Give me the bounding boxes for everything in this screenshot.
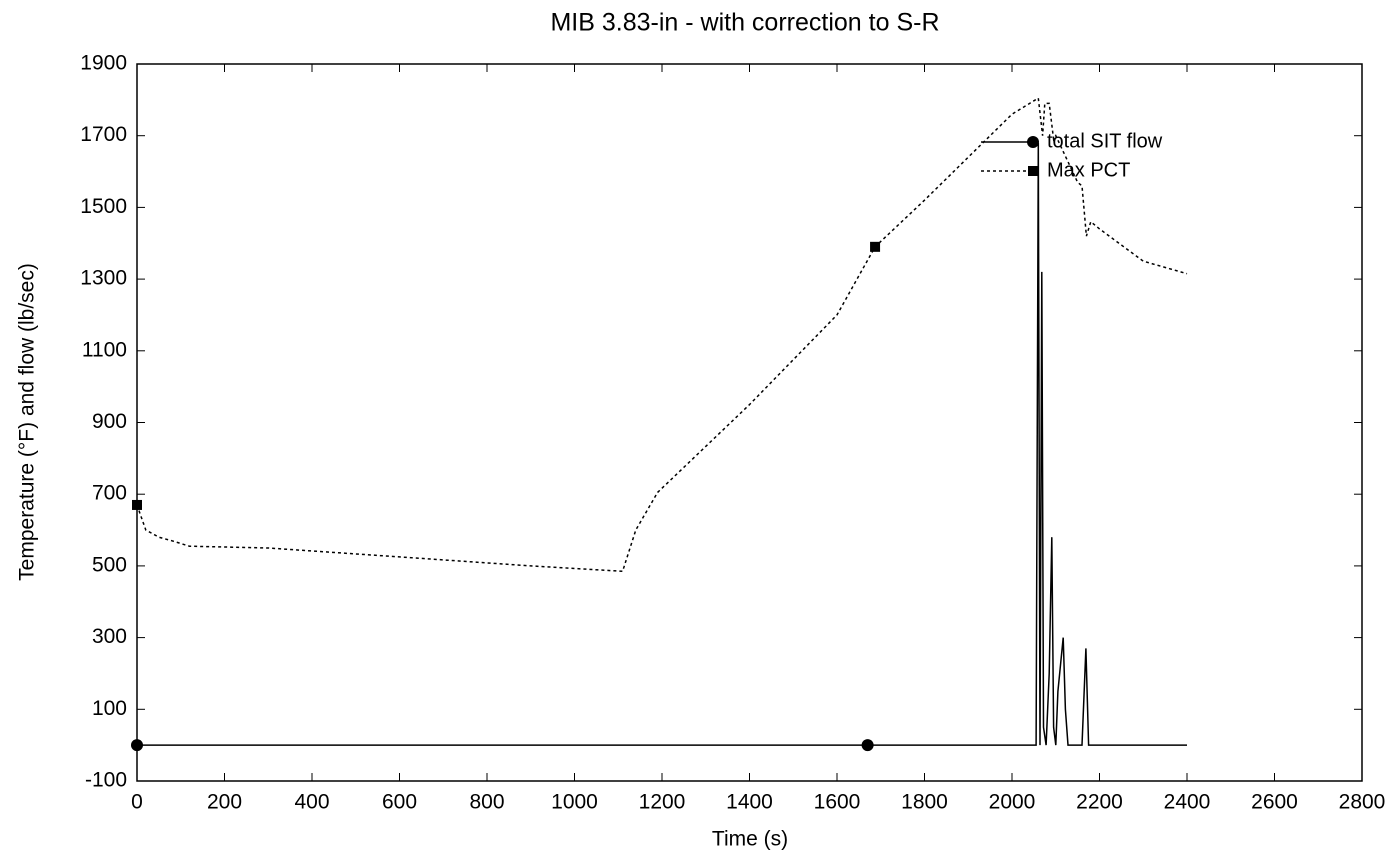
x-tick-label: 800 [469, 791, 504, 814]
x-tick-label: 400 [294, 791, 329, 814]
x-tick-label: 2400 [1164, 791, 1211, 814]
y-tick-label: 1100 [82, 338, 127, 361]
legend-marker [1027, 136, 1039, 148]
x-tick-label: 0 [131, 791, 143, 814]
x-tick-label: 1800 [901, 791, 948, 814]
marker [870, 241, 881, 252]
x-axis-label: Time (s) [712, 828, 788, 851]
series-line [137, 142, 1187, 746]
plot-frame [136, 63, 1363, 782]
x-tick-label: 2200 [1076, 791, 1123, 814]
y-tick-label: 1500 [80, 195, 127, 218]
x-tick-label: 1000 [551, 791, 598, 814]
chart-title: MIB 3.83-in - with correction to S-R [550, 9, 939, 37]
legend-label: Max PCT [1047, 159, 1130, 181]
series-line [136, 96, 1188, 573]
y-tick-label: 500 [92, 553, 127, 576]
marker [861, 739, 874, 752]
x-tick-label: 1600 [814, 791, 861, 814]
marker [132, 499, 142, 510]
x-tick-label: 600 [382, 791, 417, 814]
y-tick-label: 700 [92, 482, 127, 505]
x-tick-label: 2600 [1251, 791, 1298, 814]
y-axis-label: Temperature (°F) and flow (lb/sec) [16, 263, 39, 581]
x-tick-label: 1400 [726, 791, 773, 814]
x-tick-label: 2800 [1339, 791, 1386, 814]
y-tick-label: 1900 [80, 52, 127, 75]
legend-marker [1028, 166, 1038, 176]
legend-label: total SIT flow [1047, 130, 1163, 152]
y-tick-label: -100 [85, 769, 127, 792]
y-tick-label: 900 [92, 410, 127, 433]
x-tick-label: 200 [207, 791, 242, 814]
x-tick-label: 2000 [989, 791, 1036, 814]
x-tick-label: 1200 [639, 791, 686, 814]
y-tick-label: 1300 [80, 267, 127, 290]
marker [131, 739, 143, 752]
y-tick-label: 300 [92, 625, 127, 648]
y-tick-label: 1700 [80, 123, 127, 146]
y-tick-label: 100 [92, 697, 127, 720]
